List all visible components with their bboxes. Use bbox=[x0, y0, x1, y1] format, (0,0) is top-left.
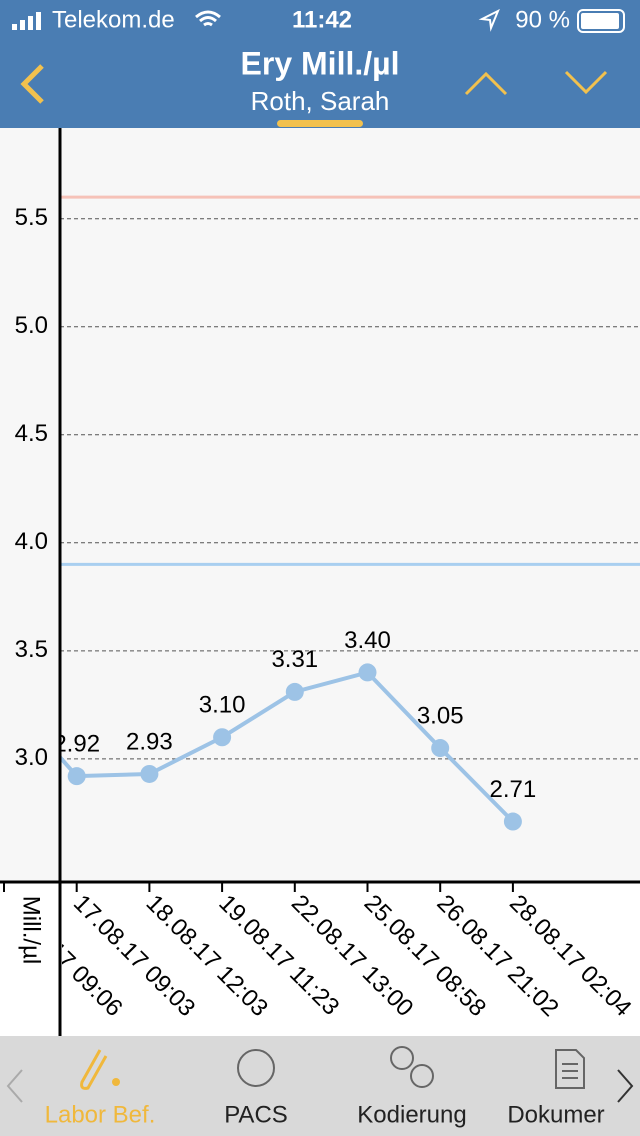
value-label: 3.10 bbox=[199, 692, 246, 719]
value-label: 2.71 bbox=[490, 776, 537, 803]
y-tick-label: 3.5 bbox=[15, 636, 48, 663]
signal bbox=[12, 12, 41, 30]
clock: 11:42 bbox=[292, 6, 352, 33]
tab-label[interactable]: Labor Bef. bbox=[45, 1101, 156, 1128]
value-label: 3.05 bbox=[417, 702, 464, 729]
carrier: Telekom.de bbox=[52, 6, 175, 33]
nav-subtitle[interactable]: Roth, Sarah bbox=[251, 86, 390, 116]
tab-label[interactable]: Dokumer bbox=[507, 1101, 604, 1128]
data-point[interactable] bbox=[358, 663, 377, 682]
tab-icon-labor-drop bbox=[112, 1078, 120, 1086]
y-tick-label: 4.0 bbox=[15, 528, 48, 555]
data-point[interactable] bbox=[285, 682, 304, 701]
y-axis-title: Mill./µl bbox=[18, 896, 45, 964]
tab-scroll-left[interactable] bbox=[6, 1069, 23, 1103]
page-indicator bbox=[277, 120, 363, 127]
y-tick-label: 3.0 bbox=[15, 744, 48, 771]
tab-label[interactable]: Kodierung bbox=[357, 1101, 466, 1128]
tab-icon-dok bbox=[555, 1049, 585, 1089]
battery-level: 90 % bbox=[515, 6, 570, 33]
axis-bg bbox=[0, 882, 640, 1036]
location-icon bbox=[478, 8, 500, 32]
grid: 3.0 3.5 4.0 4.5 5.0 5.5 bbox=[3, 204, 640, 892]
back-button[interactable] bbox=[20, 64, 44, 104]
y-tick-label: 4.5 bbox=[15, 420, 48, 447]
y-tick-label: 5.0 bbox=[15, 312, 48, 339]
tab-icon-kod-v bbox=[410, 1064, 434, 1088]
value-label: 2.92 bbox=[53, 730, 100, 757]
tab-label[interactable]: PACS bbox=[224, 1101, 288, 1128]
plot-bg bbox=[0, 128, 640, 882]
plot: 2.92 2.93 3.10 3.31 3.40 3.05 2.71 bbox=[53, 195, 640, 831]
header-bg bbox=[0, 0, 640, 128]
value-label: 3.40 bbox=[344, 627, 391, 654]
battery-fill bbox=[581, 13, 619, 29]
data-point[interactable] bbox=[67, 767, 86, 786]
data-point[interactable] bbox=[140, 764, 159, 783]
tabs: Labor Bef. PACS Kodierung Dokumer bbox=[45, 1101, 605, 1128]
nav-title: Ery Mill./µl bbox=[241, 45, 400, 81]
tab-bar bbox=[0, 1036, 640, 1136]
tab-icon-labor bbox=[80, 1049, 108, 1090]
data-line bbox=[61, 670, 515, 823]
tab-icon-kod-d bbox=[390, 1046, 414, 1070]
data-point[interactable] bbox=[503, 812, 522, 831]
tab-scroll-right[interactable] bbox=[617, 1069, 634, 1103]
next-button[interactable] bbox=[564, 70, 608, 95]
battery-icon bbox=[577, 9, 625, 33]
value-label: 2.93 bbox=[126, 728, 173, 755]
y-tick-label: 5.5 bbox=[15, 204, 48, 231]
value-label: 3.31 bbox=[271, 646, 318, 673]
wifi-icon bbox=[195, 10, 221, 27]
tab-icon-pacs bbox=[237, 1049, 275, 1087]
prev-button[interactable] bbox=[464, 71, 508, 96]
data-point[interactable] bbox=[213, 728, 232, 747]
data-point[interactable] bbox=[431, 739, 450, 758]
